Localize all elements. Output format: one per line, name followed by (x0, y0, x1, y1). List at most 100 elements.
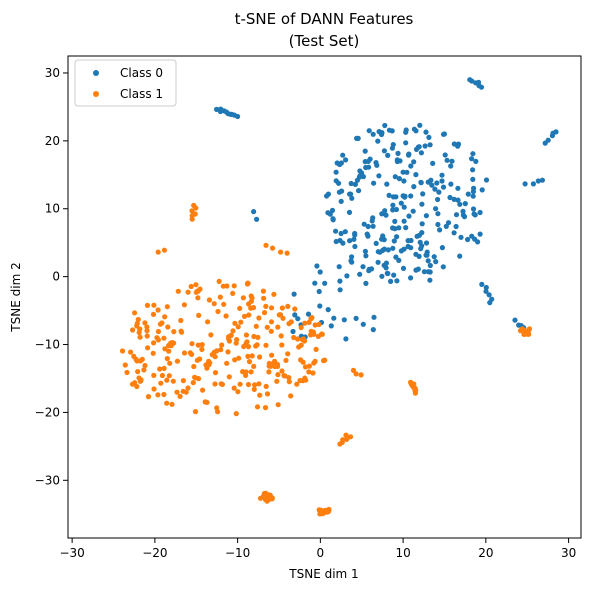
point-class-0 (439, 245, 445, 251)
point-class-1 (279, 342, 285, 348)
point-class-1 (199, 346, 205, 352)
point-class-1 (321, 358, 327, 364)
point-class-0 (417, 239, 423, 245)
point-class-1 (159, 372, 165, 379)
point-class-1 (310, 329, 316, 335)
legend-marker-class-1 (93, 91, 99, 97)
plot-area-frame (67, 55, 582, 539)
point-class-1 (315, 333, 321, 339)
point-class-1 (226, 338, 232, 344)
point-class-0 (410, 208, 416, 214)
point-class-0 (340, 152, 346, 158)
point-class-0 (448, 163, 454, 169)
point-class-1 (232, 320, 238, 326)
x-tick-label: 0 (317, 546, 325, 560)
point-class-1 (301, 338, 308, 344)
point-class-0 (325, 191, 331, 197)
point-class-0 (391, 238, 397, 244)
point-class-1 (296, 344, 302, 350)
point-class-1 (237, 305, 243, 311)
point-class-0 (408, 237, 414, 244)
point-class-0 (408, 275, 414, 281)
point-class-1 (162, 346, 168, 352)
point-class-1 (167, 360, 173, 366)
point-class-0 (451, 230, 457, 236)
point-class-1 (412, 390, 418, 396)
point-class-1 (246, 359, 253, 365)
y-tick-label: −10 (35, 338, 60, 352)
point-class-0 (406, 151, 412, 157)
point-class-1 (155, 337, 161, 343)
point-class-0 (290, 328, 296, 335)
point-class-0 (251, 209, 257, 215)
point-class-1 (232, 357, 238, 363)
point-class-1 (245, 353, 251, 359)
point-class-1 (145, 394, 152, 400)
point-class-1 (256, 315, 262, 321)
y-tick-label: 30 (45, 66, 60, 80)
point-class-1 (282, 373, 288, 379)
point-class-1 (275, 372, 281, 378)
x-axis-ticks: −30 −20 −10 0 10 20 30 (59, 538, 576, 560)
point-class-1 (220, 283, 226, 289)
point-class-1 (252, 382, 258, 388)
point-class-1 (270, 245, 276, 251)
point-class-1 (133, 356, 139, 362)
point-class-1 (231, 385, 237, 391)
legend-label-class-1: Class 1 (120, 87, 163, 101)
x-tick-label: −10 (225, 546, 250, 560)
point-class-0 (214, 106, 220, 112)
point-class-0 (477, 209, 483, 216)
point-class-0 (427, 142, 433, 148)
point-class-1 (144, 328, 150, 334)
point-class-1 (255, 334, 261, 340)
point-class-1 (263, 303, 269, 309)
point-class-0 (356, 174, 362, 180)
point-class-0 (413, 172, 419, 178)
point-class-1 (311, 360, 317, 366)
point-class-1 (268, 305, 275, 311)
point-class-1 (144, 333, 150, 339)
point-class-1 (141, 367, 147, 373)
point-class-0 (512, 317, 518, 323)
point-class-0 (427, 277, 433, 283)
y-tick-label: 0 (52, 270, 60, 284)
point-class-1 (231, 283, 237, 289)
point-class-0 (435, 211, 441, 217)
point-class-1 (279, 368, 285, 374)
point-class-0 (396, 225, 402, 231)
point-class-0 (356, 188, 362, 194)
point-class-1 (319, 331, 325, 337)
point-class-1 (189, 341, 195, 347)
point-class-0 (408, 245, 414, 251)
point-class-0 (352, 243, 358, 250)
point-class-0 (458, 234, 464, 240)
point-class-0 (333, 169, 339, 175)
point-class-0 (352, 232, 358, 238)
point-class-0 (352, 181, 358, 187)
point-class-1 (137, 326, 143, 332)
point-class-0 (370, 215, 376, 221)
point-class-0 (390, 245, 396, 251)
point-class-1 (204, 365, 210, 371)
point-class-1 (286, 321, 292, 327)
point-class-0 (366, 128, 372, 134)
point-class-0 (397, 158, 403, 164)
point-class-1 (313, 346, 319, 352)
point-class-0 (411, 184, 417, 190)
point-class-0 (416, 232, 422, 238)
point-class-1 (235, 324, 241, 330)
point-class-0 (390, 225, 396, 231)
point-class-0 (461, 214, 468, 220)
point-class-1 (256, 381, 262, 387)
point-class-1 (254, 342, 260, 348)
point-class-0 (388, 278, 394, 284)
point-class-0 (439, 178, 445, 184)
point-class-0 (426, 134, 432, 140)
point-class-1 (297, 377, 303, 384)
point-class-1 (155, 249, 161, 255)
point-class-1 (347, 434, 354, 440)
point-class-1 (266, 492, 272, 498)
point-class-1 (234, 337, 240, 343)
